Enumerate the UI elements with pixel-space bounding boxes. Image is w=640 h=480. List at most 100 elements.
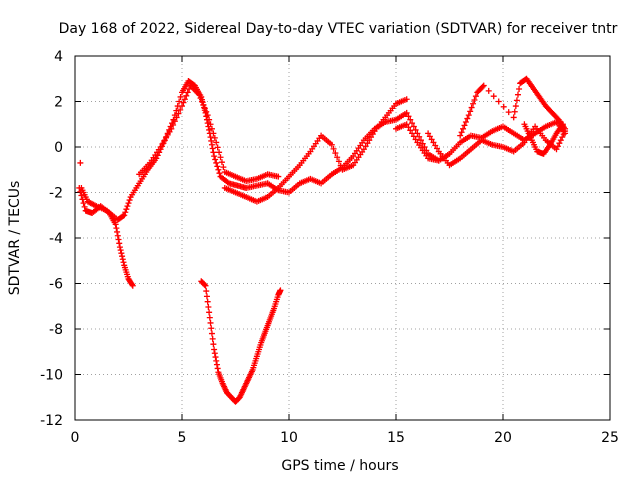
series-deep-dip <box>198 278 284 405</box>
data-point <box>505 109 512 116</box>
data-point <box>553 146 560 153</box>
data-point <box>557 137 564 144</box>
data-point <box>405 113 412 120</box>
data-point <box>176 98 183 105</box>
data-point <box>206 309 213 316</box>
data-point <box>472 93 479 100</box>
data-point <box>173 114 180 121</box>
data-point <box>369 131 376 138</box>
data-point <box>213 159 220 166</box>
data-point <box>562 125 569 132</box>
data-point <box>173 107 180 114</box>
data-point <box>214 163 221 170</box>
data-point <box>211 346 218 353</box>
data-point <box>209 335 216 342</box>
y-tick-labels: -12 -10 -8 -6 -4 -2 0 2 4 <box>40 49 63 429</box>
data-point <box>205 304 212 311</box>
data-point <box>214 365 221 372</box>
data-point <box>202 282 209 289</box>
series-morning-rise <box>78 78 271 223</box>
data-point <box>206 116 213 123</box>
data-point <box>120 259 127 266</box>
data-point <box>204 298 211 305</box>
data-point <box>211 134 218 141</box>
data-point <box>212 156 219 163</box>
data-point <box>211 153 218 160</box>
data-point <box>495 98 502 105</box>
data-point <box>216 170 223 177</box>
data-point <box>362 143 369 150</box>
data-point <box>129 281 136 288</box>
data-point <box>116 244 123 251</box>
axis-ticks <box>74 55 611 421</box>
data-point <box>78 192 85 199</box>
data-point <box>430 139 437 146</box>
data-point <box>457 132 464 139</box>
data-point <box>161 137 168 144</box>
data-point <box>514 91 521 98</box>
data-point <box>206 126 213 133</box>
data-point <box>334 154 341 161</box>
data-point <box>168 125 175 132</box>
data-point <box>166 128 173 135</box>
y-tick-label: -2 <box>49 186 63 202</box>
data-point <box>559 134 566 141</box>
series-outlier <box>77 159 84 166</box>
data-point <box>403 96 410 103</box>
x-tick-label: 20 <box>494 430 512 446</box>
data-point <box>556 140 563 147</box>
data-point <box>407 116 414 123</box>
data-point <box>216 149 223 156</box>
data-point <box>465 112 472 119</box>
data-marks <box>76 75 569 405</box>
data-point <box>125 200 132 207</box>
data-point <box>77 159 84 166</box>
data-point <box>170 122 177 129</box>
data-point <box>419 140 426 147</box>
data-point <box>183 92 190 99</box>
data-point <box>500 103 507 110</box>
data-point <box>201 105 208 112</box>
data-point <box>434 145 441 152</box>
data-point <box>405 124 412 131</box>
y-tick-label: -6 <box>49 277 63 293</box>
data-point <box>426 133 433 140</box>
data-point <box>210 149 217 156</box>
data-point <box>410 123 417 130</box>
data-point <box>417 137 424 144</box>
data-point <box>364 140 371 147</box>
x-tick-label: 25 <box>601 430 619 446</box>
data-point <box>217 154 224 161</box>
data-point <box>114 232 121 239</box>
data-point <box>458 129 465 136</box>
data-point <box>554 143 561 150</box>
x-tick-labels: 0 5 10 15 20 25 <box>71 430 619 446</box>
data-point <box>461 122 468 129</box>
data-point <box>412 136 419 143</box>
y-tick-label: 0 <box>54 140 63 156</box>
data-point <box>432 142 439 149</box>
y-tick-label: 2 <box>54 95 63 111</box>
data-point <box>337 162 344 169</box>
data-point <box>196 91 203 98</box>
data-point <box>123 206 130 213</box>
data-point <box>214 144 221 151</box>
data-point <box>416 133 423 140</box>
series-late-tail <box>521 121 566 157</box>
data-point <box>113 225 120 232</box>
data-point <box>410 133 417 140</box>
data-point <box>122 209 129 216</box>
data-point <box>162 134 169 141</box>
data-point <box>119 256 126 263</box>
data-point <box>115 236 122 243</box>
data-point <box>403 121 410 128</box>
data-point <box>177 93 184 100</box>
data-point <box>179 103 185 110</box>
data-point <box>512 103 519 110</box>
y-tick-label: -8 <box>49 322 63 338</box>
data-point <box>124 203 131 210</box>
data-point <box>175 110 182 117</box>
data-point <box>277 287 284 294</box>
data-point <box>460 125 467 132</box>
data-point <box>409 130 416 137</box>
